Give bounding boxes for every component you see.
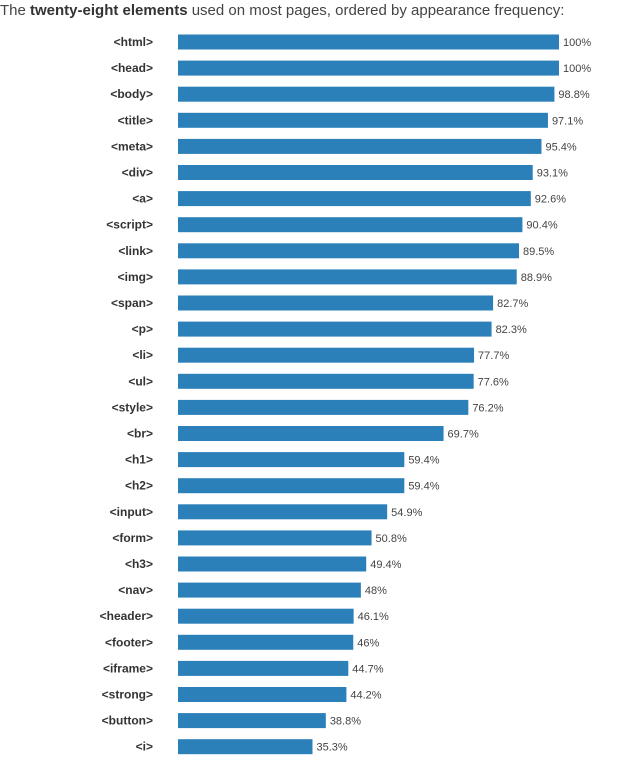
bar-h1	[178, 452, 405, 468]
category-label-script: <script>	[106, 218, 153, 232]
category-label-title: <title>	[118, 113, 153, 127]
category-label-footer: <footer>	[105, 635, 153, 649]
category-label-header: <header>	[100, 609, 153, 623]
category-label-i: <i>	[136, 740, 153, 754]
category-label-div: <div>	[122, 166, 153, 180]
category-label-h2: <h2>	[125, 479, 153, 493]
category-label-br: <br>	[127, 427, 153, 441]
value-label-a: 92.6%	[535, 194, 566, 206]
value-label-h2: 59.4%	[408, 481, 439, 493]
category-label-form: <form>	[112, 531, 153, 545]
category-label-meta: <meta>	[111, 139, 153, 153]
bar-iframe	[178, 660, 349, 676]
bar-script	[178, 217, 523, 233]
category-label-strong: <strong>	[102, 688, 153, 702]
value-label-h3: 49.4%	[370, 559, 401, 571]
category-label-li: <li>	[132, 348, 153, 362]
bar-title	[178, 112, 548, 128]
bar-i	[178, 739, 313, 755]
value-label-strong: 44.2%	[350, 690, 381, 702]
value-label-h1: 59.4%	[408, 455, 439, 467]
bar-header	[178, 608, 354, 624]
value-label-link: 89.5%	[523, 246, 554, 258]
value-label-input: 54.9%	[391, 507, 422, 519]
category-label-ul: <ul>	[128, 374, 153, 388]
chart-heading: The twenty-eight elements used on most p…	[0, 0, 630, 22]
bar-span	[178, 295, 494, 311]
bar-link	[178, 243, 519, 259]
value-label-script: 90.4%	[526, 220, 557, 232]
category-label-img: <img>	[118, 270, 153, 284]
bar-br	[178, 426, 444, 441]
bar-html	[178, 34, 559, 50]
category-label-a: <a>	[132, 192, 153, 206]
value-label-form: 50.8%	[376, 533, 407, 545]
value-label-title: 97.1%	[552, 115, 583, 127]
value-label-meta: 95.4%	[545, 141, 576, 153]
category-label-iframe: <iframe>	[103, 661, 153, 675]
bar-button	[178, 713, 326, 729]
value-label-span: 82.7%	[497, 298, 528, 310]
bar-meta	[178, 138, 542, 154]
bar-div	[178, 165, 533, 180]
bar-strong	[178, 687, 347, 702]
category-label-link: <link>	[118, 244, 153, 258]
bar-input	[178, 504, 388, 520]
category-label-h3: <h3>	[125, 557, 153, 571]
value-label-header: 46.1%	[358, 611, 389, 623]
bar-nav	[178, 582, 361, 598]
value-label-br: 69.7%	[448, 429, 479, 441]
category-label-body: <body>	[110, 87, 153, 101]
bar-head	[178, 60, 559, 76]
bar-a	[178, 191, 531, 207]
value-label-button: 38.8%	[330, 716, 361, 728]
category-label-h1: <h1>	[125, 453, 153, 467]
category-label-nav: <nav>	[118, 583, 153, 597]
category-label-button: <button>	[102, 714, 153, 728]
heading-prefix: The	[0, 2, 31, 19]
bars-layer: <html> 100% <head> 100% <body> 98.8% <title> 97…	[100, 34, 591, 755]
heading-suffix: used on most pages, ordered by appearanc…	[187, 2, 565, 19]
value-label-ul: 77.6%	[478, 376, 509, 388]
category-label-head: <head>	[111, 61, 153, 75]
value-label-nav: 48%	[365, 585, 387, 597]
value-label-p: 82.3%	[496, 324, 527, 336]
bar-h3	[178, 556, 367, 572]
value-label-head: 100%	[563, 63, 591, 75]
bar-ul	[178, 373, 474, 389]
bar-img	[178, 269, 517, 285]
category-label-html: <html>	[114, 35, 153, 49]
value-label-i: 35.3%	[316, 742, 347, 754]
value-label-div: 93.1%	[537, 168, 568, 180]
bar-h2	[178, 478, 405, 494]
category-label-input: <input>	[110, 505, 153, 519]
bar-form	[178, 530, 372, 546]
bar-li	[178, 347, 475, 363]
value-label-iframe: 44.7%	[352, 663, 383, 675]
value-label-img: 88.9%	[521, 272, 552, 284]
heading-bold: twenty-eight elements	[30, 2, 188, 19]
bar-style	[178, 399, 469, 415]
category-label-style: <style>	[112, 400, 153, 414]
value-label-li: 77.7%	[478, 350, 509, 362]
value-label-style: 76.2%	[472, 402, 503, 414]
category-label-span: <span>	[111, 296, 153, 310]
value-label-html: 100%	[563, 37, 591, 49]
bar-footer	[178, 634, 354, 650]
bar-body	[178, 86, 555, 102]
value-label-body: 98.8%	[558, 89, 589, 101]
value-label-footer: 46%	[357, 637, 379, 649]
category-label-p: <p>	[132, 322, 153, 336]
bar-p	[178, 321, 492, 337]
